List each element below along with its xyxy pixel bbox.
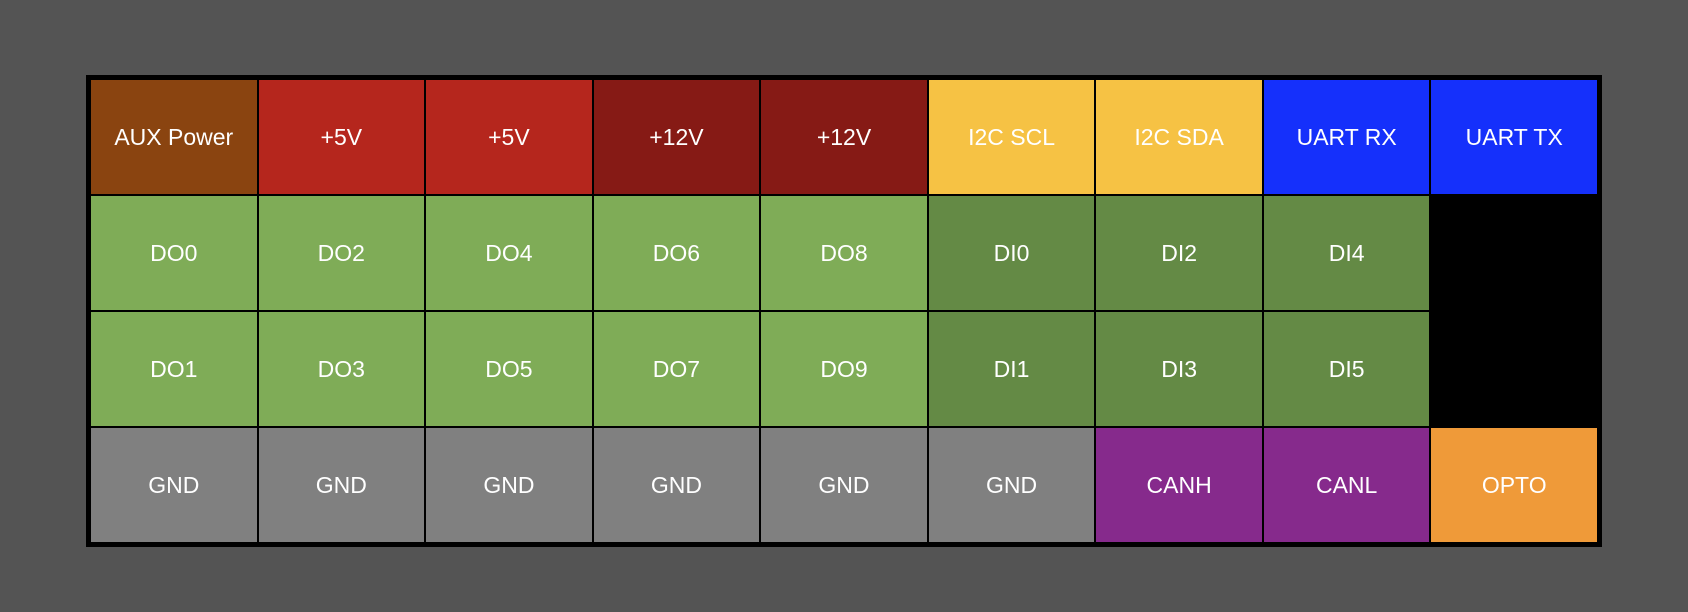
pin-gnd: GND	[258, 428, 425, 542]
pin-i2c-scl: I2C SCL	[928, 80, 1095, 194]
pin-gnd: GND	[426, 428, 592, 542]
pin-12v: +12V	[593, 80, 760, 194]
pin-do2: DO2	[258, 196, 425, 310]
pin-canh: CANH	[1096, 428, 1262, 542]
pin-do1: DO1	[91, 312, 257, 426]
pin-di3: DI3	[1096, 312, 1262, 426]
pin-di1: DI1	[928, 312, 1095, 426]
pin-canl: CANL	[1263, 428, 1430, 542]
pin-5v: +5V	[258, 80, 425, 194]
pin-empty	[1431, 312, 1597, 426]
pin-do8: DO8	[761, 196, 927, 310]
pin-di4: DI4	[1263, 196, 1430, 310]
pin-do3: DO3	[258, 312, 425, 426]
pin-grid: AUX Power +5V +5V +12V +12V I2C SCL I2C …	[91, 80, 1597, 542]
pin-aux-power: AUX Power	[91, 80, 257, 194]
pin-gnd: GND	[928, 428, 1095, 542]
pin-gnd: GND	[91, 428, 257, 542]
pin-do0: DO0	[91, 196, 257, 310]
pin-di5: DI5	[1263, 312, 1430, 426]
pin-di0: DI0	[928, 196, 1095, 310]
pin-gnd: GND	[593, 428, 760, 542]
pin-do9: DO9	[761, 312, 927, 426]
pin-uart-rx: UART RX	[1263, 80, 1430, 194]
pin-gnd: GND	[761, 428, 927, 542]
pin-do7: DO7	[593, 312, 760, 426]
pin-empty	[1431, 196, 1597, 310]
pin-do5: DO5	[426, 312, 592, 426]
pin-do6: DO6	[593, 196, 760, 310]
pin-uart-tx: UART TX	[1431, 80, 1597, 194]
pin-opto: OPTO	[1431, 428, 1597, 542]
pin-di2: DI2	[1096, 196, 1262, 310]
pin-i2c-sda: I2C SDA	[1096, 80, 1262, 194]
pin-do4: DO4	[426, 196, 592, 310]
pin-header: AUX Power +5V +5V +12V +12V I2C SCL I2C …	[86, 75, 1602, 547]
pin-12v: +12V	[761, 80, 927, 194]
pin-5v: +5V	[426, 80, 592, 194]
